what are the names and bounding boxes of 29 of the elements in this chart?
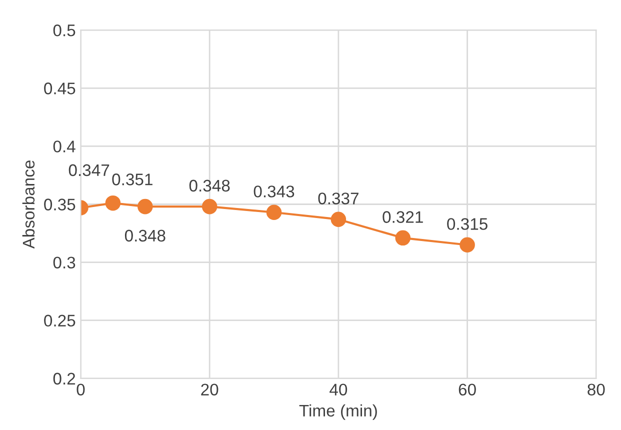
data-label: 0.337 <box>318 192 358 204</box>
x-tick-label: 0 <box>76 384 85 396</box>
x-tick-label: 80 <box>588 384 605 396</box>
x-axis-title: Time (min) <box>299 404 377 420</box>
point <box>105 195 121 211</box>
data-label: 0.348 <box>124 230 166 242</box>
point <box>138 198 153 214</box>
y-axis-title: Absorbance <box>22 160 35 249</box>
x-tick-label: 20 <box>201 384 218 396</box>
point <box>266 204 282 220</box>
y-tick-label: 0.4 <box>53 140 76 152</box>
y-tick-label: 0.45 <box>44 82 76 94</box>
data-label: 0.348 <box>189 180 230 192</box>
x-tick-label: 60 <box>458 384 476 396</box>
data-label: 0.343 <box>254 186 294 198</box>
y-tick-label: 0.35 <box>44 198 76 210</box>
y-tick-label: 0.5 <box>53 24 76 36</box>
data-label: 0.351 <box>112 174 152 186</box>
data-label: 0.347 <box>68 164 110 176</box>
point <box>395 230 411 246</box>
point <box>330 212 346 227</box>
point <box>202 198 218 214</box>
data-label: 0.321 <box>382 211 423 223</box>
y-tick-label: 0.3 <box>53 256 76 269</box>
data-label: 0.315 <box>447 218 488 230</box>
y-tick-label: 0.25 <box>44 314 76 327</box>
point <box>460 237 475 253</box>
x-tick-label: 40 <box>330 384 348 396</box>
y-tick-label: 0.2 <box>53 372 76 385</box>
